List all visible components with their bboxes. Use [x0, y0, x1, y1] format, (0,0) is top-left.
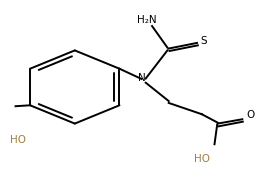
Text: HO: HO: [10, 136, 26, 146]
Text: O: O: [247, 110, 255, 120]
Text: HO: HO: [194, 154, 210, 164]
Text: H₂N: H₂N: [137, 15, 157, 25]
Text: N: N: [138, 73, 146, 83]
Text: S: S: [201, 36, 207, 46]
